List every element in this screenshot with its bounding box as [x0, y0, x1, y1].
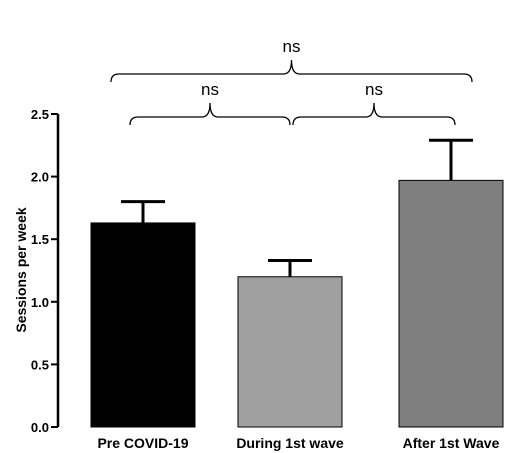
bar	[90, 222, 196, 428]
y-tick-label: 0.0	[31, 420, 49, 435]
x-axis-labels: Pre COVID-19 During 1st wave After 1st Wav…	[97, 435, 499, 451]
y-tick-label: 1.0	[31, 295, 49, 310]
significance-bracket	[110, 59, 473, 83]
y-axis-title: Sessions per week	[13, 207, 29, 333]
y-tick-label: 1.5	[31, 232, 49, 247]
significance-bracket	[129, 102, 291, 126]
y-tick-label: 2.0	[31, 170, 49, 185]
x-category-label: After 1st Wave	[403, 435, 500, 451]
significance-label: ns	[201, 80, 219, 99]
y-tick-label: 2.5	[31, 107, 49, 122]
significance-brackets: ns ns ns	[110, 37, 473, 126]
x-category-label: During 1st wave	[236, 435, 344, 451]
significance-label: ns	[283, 37, 301, 56]
bars-layer	[90, 179, 504, 428]
bar	[237, 276, 343, 428]
error-bars-layer	[121, 138, 473, 277]
significance-label: ns	[365, 80, 383, 99]
significance-bracket	[292, 102, 456, 126]
bar	[398, 179, 504, 428]
y-axis: 0.0 0.5 1.0 1.5 2.0 2.5	[31, 107, 60, 435]
y-tick-label: 0.5	[31, 357, 49, 372]
x-category-label: Pre COVID-19	[97, 435, 188, 451]
